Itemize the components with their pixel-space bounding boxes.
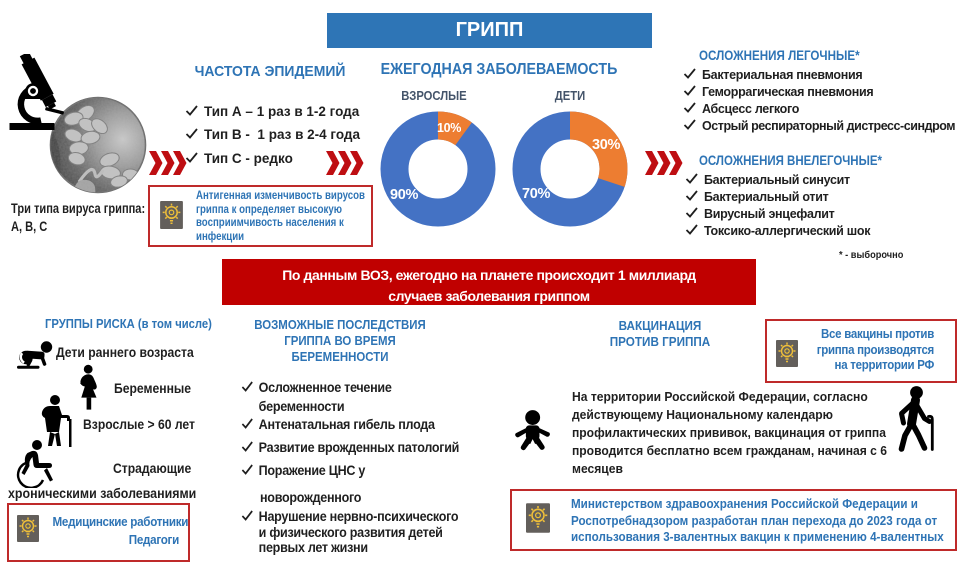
svg-text:90%: 90%: [390, 187, 419, 203]
svg-text:30%: 30%: [592, 137, 621, 153]
svg-text:70%: 70%: [522, 186, 551, 202]
svg-text:10%: 10%: [437, 121, 461, 135]
